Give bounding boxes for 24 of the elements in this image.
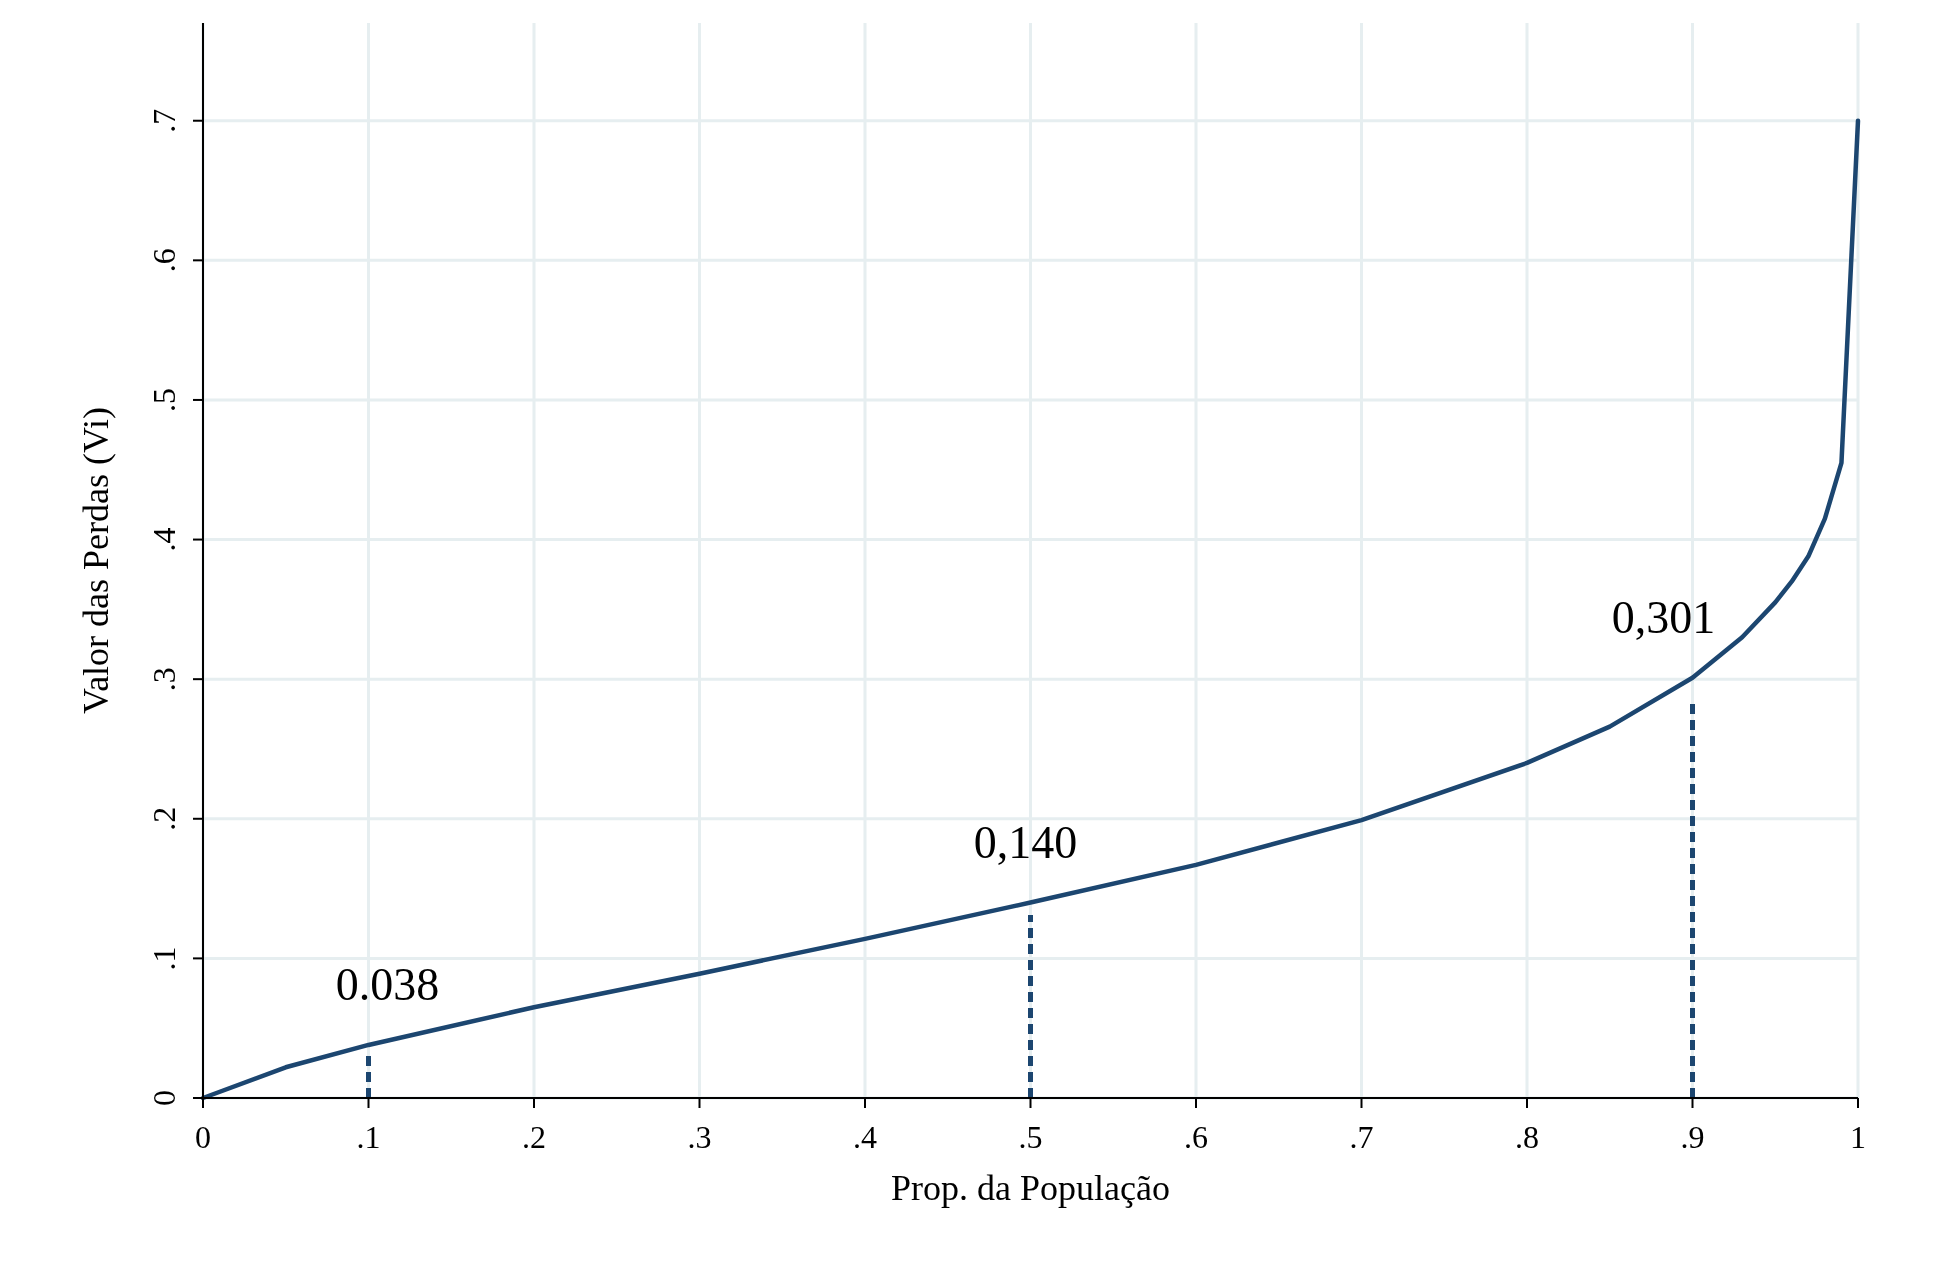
x-tick-label: .1 [356,1119,381,1155]
x-tick-label: 1 [1850,1119,1866,1155]
x-tick-label: .7 [1349,1119,1374,1155]
x-tick-label: .3 [687,1119,712,1155]
x-tick-label: .6 [1184,1119,1208,1155]
annotation: 0.038 [335,958,440,1010]
x-axis-title: Prop. da População [891,1168,1170,1208]
x-tick-label: 0 [195,1119,211,1155]
x-tick-label: .9 [1680,1119,1705,1155]
x-tick-label: .2 [522,1119,546,1155]
annotation: 0,301 [1611,591,1716,643]
y-tick-label: .4 [146,527,182,552]
y-tick-label: 0 [146,1090,182,1106]
y-tick-label: .3 [146,667,182,692]
y-tick-label: .6 [146,248,182,273]
y-tick-label: .5 [146,387,182,412]
x-tick-label: .4 [853,1119,877,1155]
y-tick-label: .1 [146,946,182,971]
y-tick-label: .2 [146,806,182,831]
annotation: 0,140 [973,816,1078,868]
x-tick-label: .5 [1018,1119,1043,1155]
x-tick-label: .8 [1515,1119,1539,1155]
y-axis-title: Valor das Perdas (Vi) [76,407,116,714]
y-tick-label: .7 [146,108,182,133]
